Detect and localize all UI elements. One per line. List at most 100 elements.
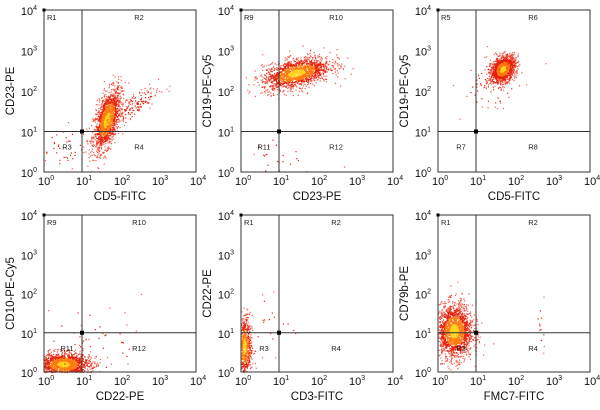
data-point — [102, 119, 104, 121]
data-point — [95, 133, 97, 135]
data-point — [119, 92, 121, 94]
data-point — [313, 72, 316, 74]
data-point — [125, 114, 127, 116]
data-point — [498, 68, 501, 70]
data-point — [509, 78, 511, 80]
data-point — [118, 119, 120, 121]
data-point — [489, 71, 491, 73]
data-point — [291, 69, 293, 71]
data-point — [304, 72, 306, 74]
data-point — [138, 110, 140, 112]
data-point — [308, 78, 310, 80]
data-point — [257, 81, 259, 84]
data-point — [109, 112, 111, 114]
data-point — [497, 83, 499, 85]
data-point — [506, 92, 509, 94]
data-point — [296, 66, 298, 69]
data-point — [322, 78, 324, 80]
data-point — [284, 59, 286, 62]
data-point — [121, 86, 123, 88]
data-point — [303, 75, 306, 77]
data-point — [508, 77, 510, 79]
data-point — [296, 59, 298, 61]
data-point — [107, 148, 109, 150]
data-point — [121, 109, 123, 111]
data-point — [113, 83, 115, 85]
data-point — [509, 61, 511, 63]
data-point — [98, 111, 100, 113]
data-point — [476, 86, 478, 88]
data-point — [506, 82, 508, 84]
data-point — [293, 65, 295, 67]
data-point — [96, 147, 98, 149]
data-point — [99, 136, 101, 138]
data-point — [511, 57, 513, 59]
data-point — [514, 73, 516, 75]
data-point — [344, 78, 346, 80]
data-point — [492, 65, 495, 67]
data-point — [87, 361, 89, 364]
data-point — [499, 100, 501, 102]
data-point — [108, 104, 110, 106]
data-point — [313, 67, 315, 69]
data-point — [318, 68, 320, 70]
data-point — [491, 76, 493, 78]
data-point — [510, 57, 512, 59]
data-point — [158, 78, 160, 80]
data-point — [470, 69, 472, 71]
data-point — [105, 142, 107, 145]
data-point — [116, 94, 118, 96]
data-point — [511, 62, 514, 64]
data-point — [325, 64, 327, 66]
data-point — [309, 63, 311, 65]
data-point — [117, 108, 119, 110]
data-point — [290, 75, 292, 77]
data-point — [507, 56, 509, 58]
data-point — [291, 74, 293, 76]
y-tick-label: 100 — [415, 167, 431, 180]
data-point — [120, 116, 122, 118]
data-point — [268, 68, 270, 70]
data-point — [74, 154, 76, 157]
data-point — [303, 67, 305, 69]
data-point — [115, 110, 117, 112]
data-point — [497, 76, 499, 78]
data-point — [498, 71, 500, 73]
x-tick-label: 100 — [235, 175, 251, 188]
data-point — [501, 61, 503, 63]
data-point — [289, 65, 291, 67]
data-point — [509, 57, 511, 59]
data-point — [269, 91, 271, 93]
data-point — [501, 71, 503, 73]
data-point — [506, 55, 508, 57]
data-point — [166, 88, 168, 90]
data-point — [108, 83, 110, 85]
data-point — [502, 53, 504, 55]
data-point — [505, 54, 508, 56]
data-point — [272, 74, 274, 77]
data-point — [325, 63, 327, 65]
data-point — [105, 90, 107, 92]
data-point — [111, 120, 113, 123]
data-point — [95, 160, 97, 162]
data-point — [272, 87, 274, 89]
data-point — [507, 60, 509, 62]
data-point — [466, 95, 468, 97]
data-point — [321, 77, 323, 79]
data-point — [515, 65, 517, 67]
data-point — [107, 117, 109, 119]
data-point — [114, 91, 116, 93]
data-point — [117, 126, 120, 128]
data-point — [148, 97, 150, 99]
data-point — [285, 83, 288, 85]
data-point — [111, 132, 113, 134]
data-point — [291, 85, 293, 87]
data-point — [264, 92, 266, 94]
data-point — [100, 113, 102, 115]
data-point — [105, 116, 107, 118]
x-tick-label: 104 — [584, 175, 600, 188]
data-point — [107, 98, 109, 101]
data-point — [319, 61, 321, 63]
data-point — [310, 76, 312, 78]
data-point — [100, 122, 102, 124]
